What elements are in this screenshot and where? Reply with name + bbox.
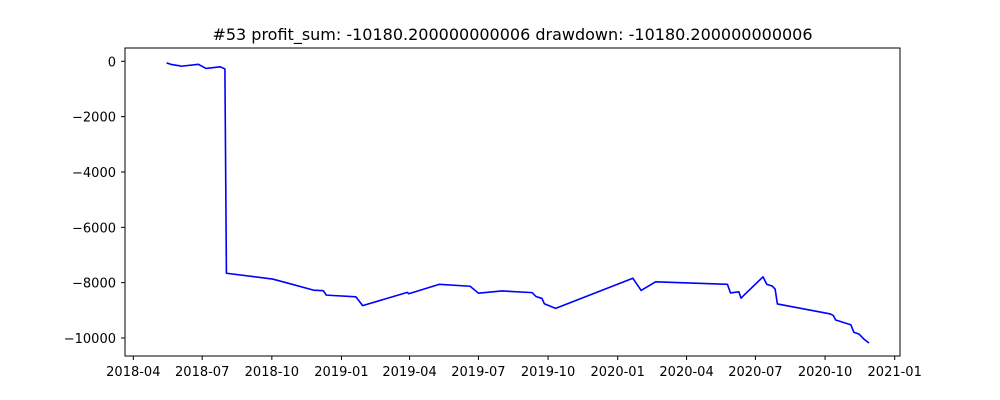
y-tick-label: −8000	[72, 277, 116, 292]
y-tick-label: −6000	[72, 221, 116, 236]
plot-area	[166, 62, 870, 344]
y-tick-label: −10000	[64, 332, 116, 347]
x-tick-label: 2018-07	[175, 365, 229, 380]
x-axis: 2018-04 2018-07 2018-10 2019-01 2019-04 2019-…	[106, 356, 922, 380]
chart-title: #53 profit_sum: -10180.200000000006 draw…	[212, 25, 812, 45]
x-tick-label: 2020-04	[659, 365, 713, 380]
axes-frame	[124, 47, 901, 357]
x-tick-label: 2019-10	[521, 365, 575, 380]
x-tick-label: 2020-10	[798, 365, 852, 380]
x-tick-label: 2019-04	[382, 365, 436, 380]
y-axis: 0 −2000 −4000 −6000 −8000 −10000	[64, 55, 125, 347]
x-tick-label: 2021-01	[868, 365, 922, 380]
series-line	[166, 62, 870, 344]
y-tick-label: 0	[108, 55, 116, 70]
x-tick-label: 2019-07	[451, 365, 505, 380]
y-tick-label: −4000	[72, 166, 116, 181]
y-tick-label: −2000	[72, 111, 116, 126]
x-tick-label: 2020-01	[591, 365, 645, 380]
x-tick-label: 2018-04	[106, 365, 160, 380]
x-tick-label: 2020-07	[728, 365, 782, 380]
x-tick-label: 2018-10	[245, 365, 299, 380]
x-tick-label: 2019-01	[314, 365, 368, 380]
